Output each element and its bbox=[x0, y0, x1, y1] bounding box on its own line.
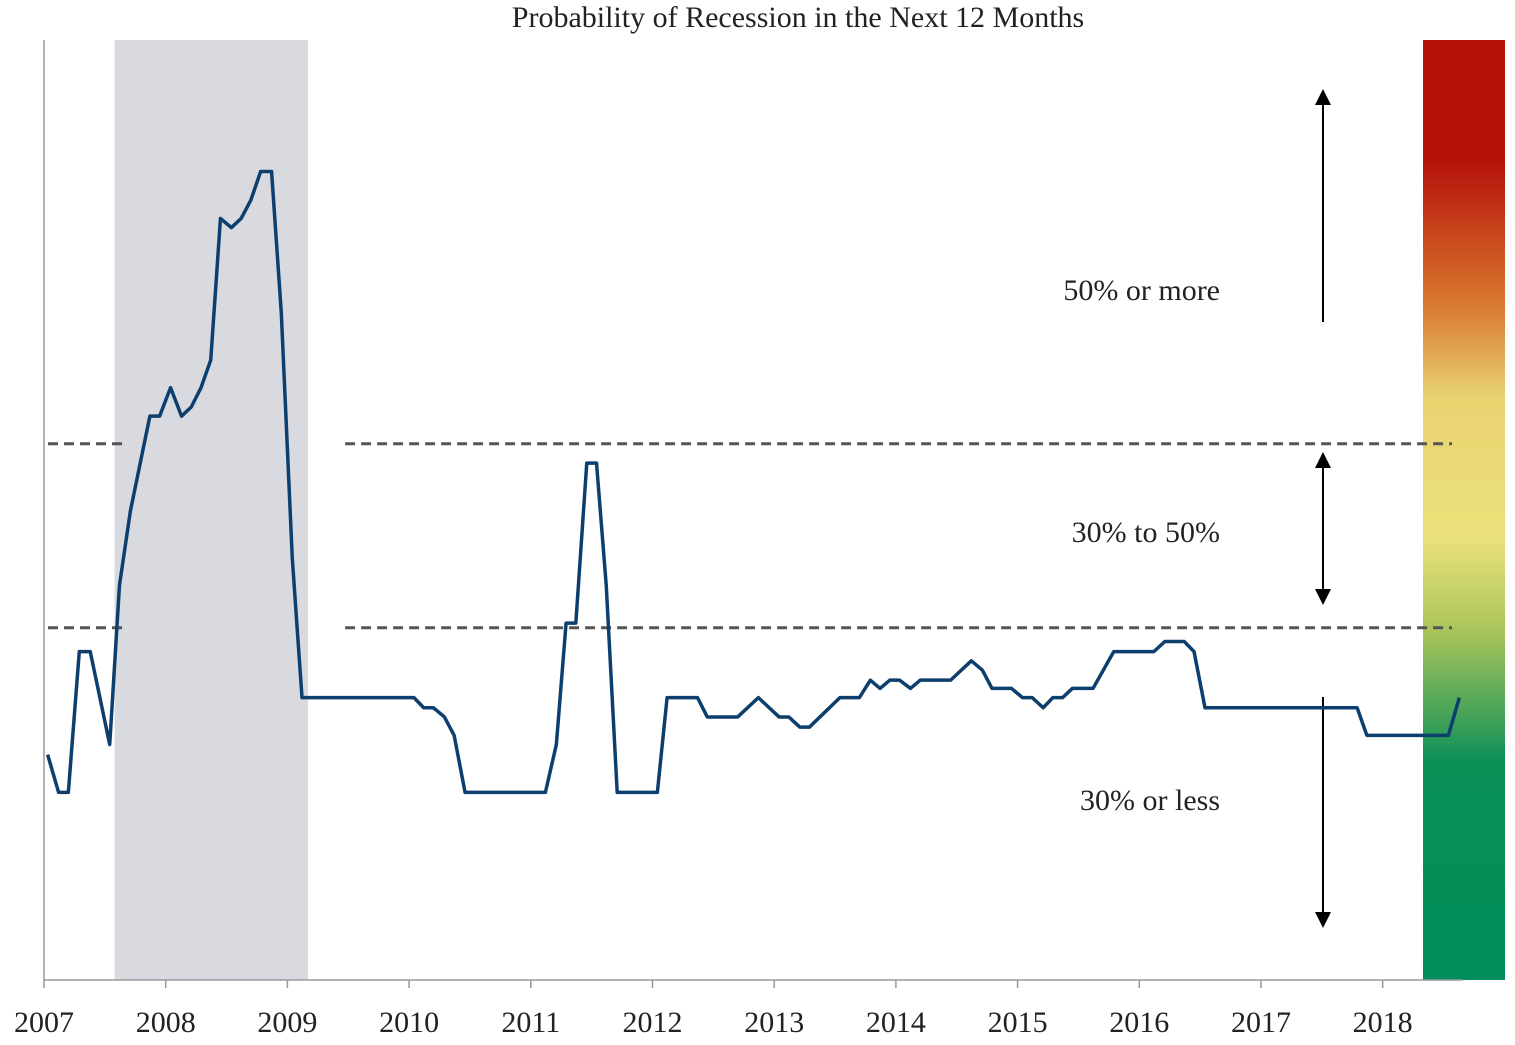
reference-layer bbox=[48, 442, 1452, 630]
annotation: 50% or more bbox=[1063, 274, 1220, 307]
x-tick-label: 2015 bbox=[988, 1006, 1048, 1039]
shading-layer bbox=[114, 40, 309, 980]
annotation: 30% or less bbox=[1080, 784, 1220, 817]
x-tick-label: 2017 bbox=[1231, 1006, 1291, 1039]
x-tick-label: 2011 bbox=[501, 1006, 560, 1039]
x-tick-label: 2009 bbox=[257, 1006, 317, 1039]
x-tick-label: 2016 bbox=[1109, 1006, 1169, 1039]
x-tick-label: 2010 bbox=[379, 1006, 439, 1039]
chart-title: Probability of Recession in the Next 12 … bbox=[512, 1, 1084, 34]
series-line bbox=[45, 169, 1462, 795]
annotation: 30% to 50% bbox=[1072, 516, 1220, 549]
x-tick-label: 2014 bbox=[866, 1006, 926, 1039]
x-tick-label: 2018 bbox=[1353, 1006, 1413, 1039]
x-tick-label: 2008 bbox=[136, 1006, 196, 1039]
risk-scale-bar bbox=[1423, 40, 1505, 980]
x-tick-label: 2012 bbox=[622, 1006, 682, 1039]
x-tick-label: 2013 bbox=[744, 1006, 804, 1039]
recession-shading bbox=[114, 40, 309, 980]
x-tick-label: 2007 bbox=[14, 1006, 74, 1039]
